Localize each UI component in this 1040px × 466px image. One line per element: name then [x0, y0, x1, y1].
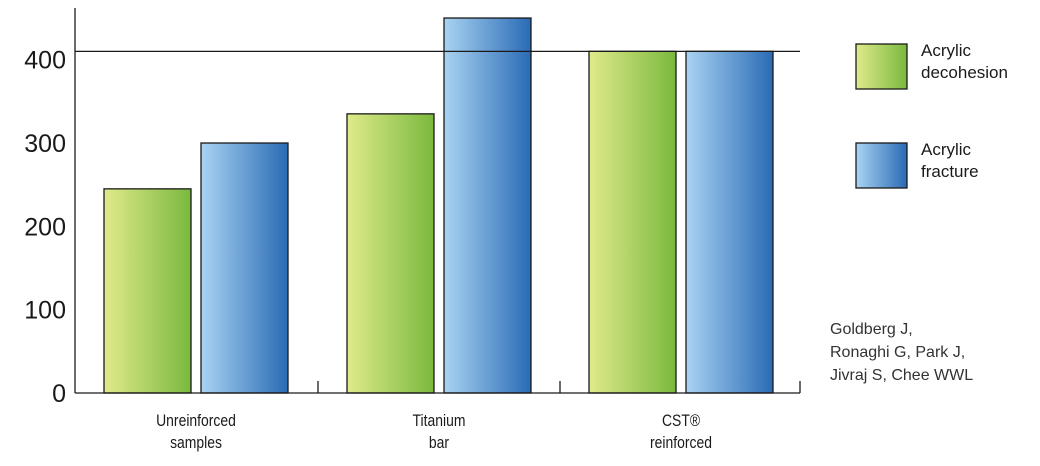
axes: [74, 8, 801, 394]
bar-decohesion: [588, 50, 677, 394]
bar-fracture: [200, 142, 289, 394]
citation-line: Jivraj S, Chee WWL: [830, 367, 974, 384]
legend-label: fracture: [921, 162, 979, 181]
x-axis-category-labels: Unreinforced samples Titanium bar CST® reinfo…: [156, 412, 712, 453]
x-category-label: Titanium: [413, 412, 466, 431]
citation-line: Ronaghi G, Park J,: [830, 344, 966, 361]
citation-line: Goldberg J,: [830, 321, 913, 338]
legend-swatch: [855, 43, 908, 90]
legend-swatch: [855, 142, 908, 189]
y-axis-tick-labels: 0 100 200 300 400: [24, 47, 66, 408]
y-tick-label: 300: [24, 130, 66, 158]
x-category-label: CST®: [662, 412, 701, 431]
bar-decohesion: [103, 188, 192, 394]
legend-label: Acrylic: [921, 140, 972, 159]
bar-fracture: [443, 17, 532, 394]
x-category-label: reinforced: [650, 434, 712, 453]
y-tick-label: 0: [52, 380, 66, 408]
x-category-label: Unreinforced: [156, 412, 236, 431]
citation: Goldberg J, Ronaghi G, Park J, Jivraj S,…: [830, 318, 1038, 387]
legend-label: Acrylic: [921, 41, 972, 60]
y-tick-label: 200: [24, 213, 66, 241]
legend-label: decohesion: [921, 63, 1008, 82]
bar-fracture: [685, 50, 774, 394]
y-tick-label: 100: [24, 297, 66, 325]
x-category-label: bar: [429, 434, 449, 453]
bar-decohesion: [346, 113, 435, 394]
legend: Acrylic decohesion Acrylic fracture: [855, 41, 1008, 189]
x-category-label: samples: [170, 434, 222, 453]
y-tick-label: 400: [24, 47, 66, 75]
bars: [103, 17, 774, 394]
